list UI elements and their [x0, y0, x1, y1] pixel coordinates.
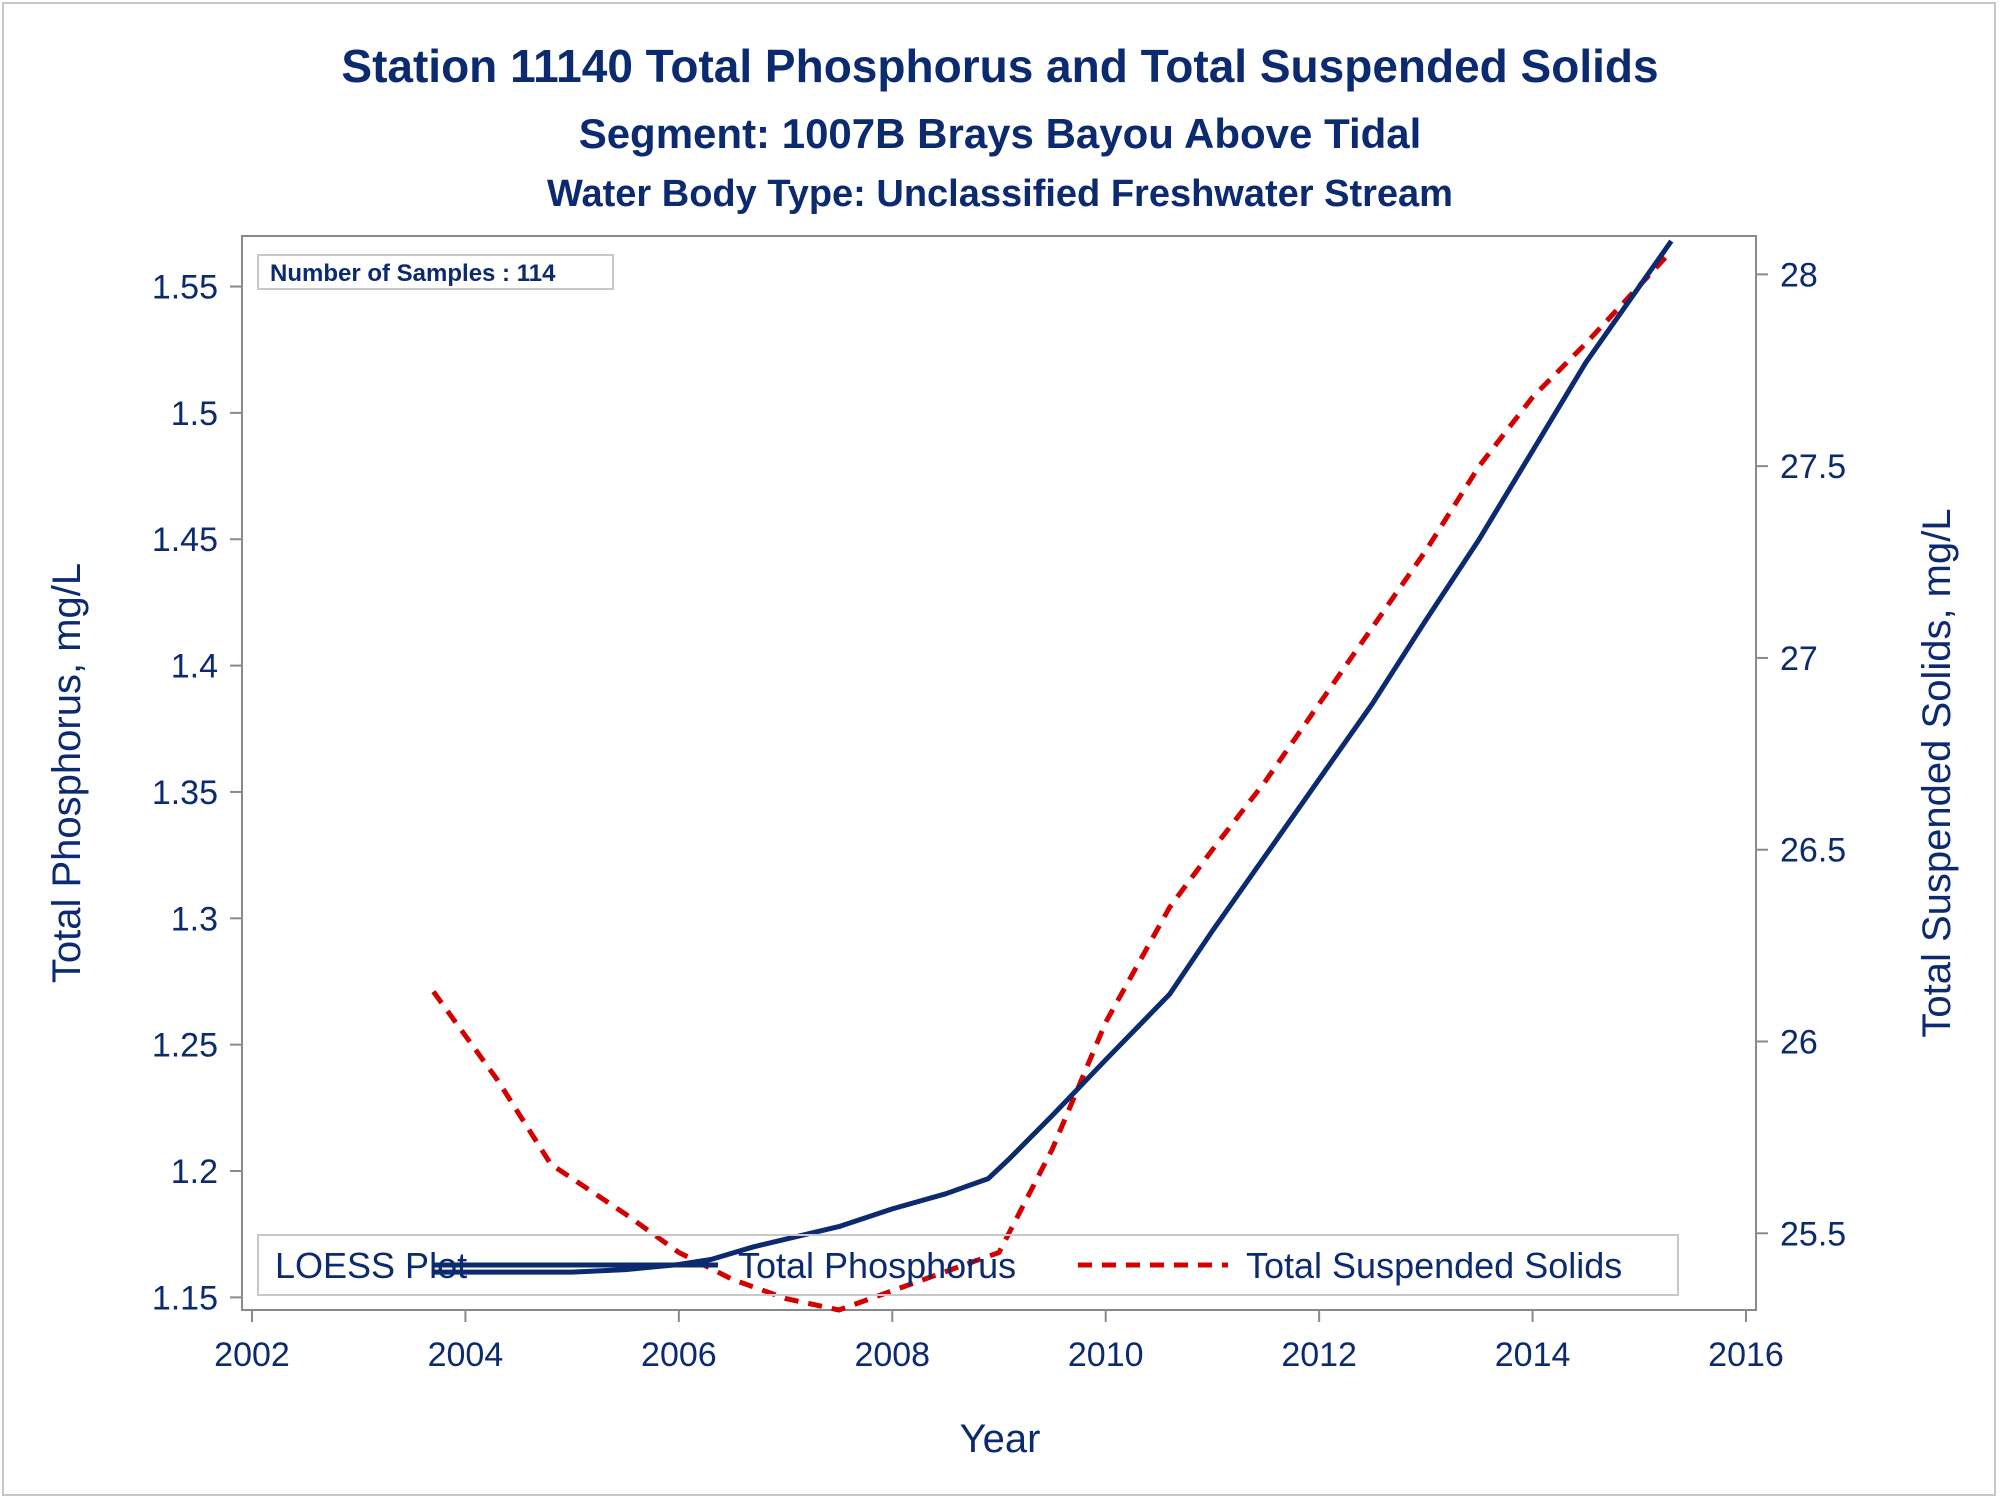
x-tick-label: 2002 [214, 1336, 290, 1374]
series-line-phosphorus [433, 239, 1674, 1275]
y-axis-left: 1.15 1.2 1.25 1.3 1.35 1.4 1.45 1.5 1.55 [152, 269, 242, 1317]
y-right-tick-label: 25.5 [1780, 1215, 1846, 1253]
y-right-tick-label: 26.5 [1780, 832, 1846, 870]
sample-count-inset: Number of Samples : 114 [257, 254, 614, 290]
y-left-tick-label: 1.25 [152, 1027, 218, 1065]
y-left-tick-label: 1.4 [171, 648, 218, 686]
x-tick-label: 2014 [1495, 1336, 1571, 1374]
plot-area [241, 235, 1757, 1311]
y-left-tick-label: 1.15 [152, 1279, 218, 1317]
y-axis-right-label: Total Suspended Solids, mg/L [1915, 508, 1959, 1037]
chart-subtitle: Segment: 1007B Brays Bayou Above Tidal [579, 110, 1422, 157]
series-line-tss [431, 249, 1674, 1313]
chart-title: Station 11140 Total Phosphorus and Total… [341, 40, 1658, 92]
y-right-tick-label: 27.5 [1780, 448, 1846, 486]
sample-count-box [257, 254, 614, 290]
y-right-tick-label: 26 [1780, 1024, 1818, 1062]
x-tick-label: 2006 [641, 1336, 717, 1374]
x-tick-label: 2004 [428, 1336, 504, 1374]
y-left-tick-label: 1.3 [171, 900, 218, 938]
y-left-tick-label: 1.55 [152, 269, 218, 307]
y-left-tick-label: 1.2 [171, 1153, 218, 1191]
legend: LOESS Plot Total Phosphorus Total Suspen… [257, 1234, 1679, 1296]
x-tick-label: 2010 [1068, 1336, 1144, 1374]
y-axis-right: 25.5 26 26.5 27 27.5 28 [1756, 256, 1846, 1253]
legend-label-phosphorus: Total Phosphorus [738, 1245, 1016, 1286]
y-left-tick-label: 1.35 [152, 774, 218, 812]
x-tick-label: 2008 [854, 1336, 930, 1374]
y-left-tick-label: 1.5 [171, 395, 218, 433]
y-right-tick-label: 28 [1780, 256, 1818, 294]
y-right-tick-label: 27 [1780, 640, 1818, 678]
x-axis: 2002 2004 2006 2008 2010 2012 2014 2016 [214, 1310, 1784, 1374]
legend-box [257, 1234, 1679, 1296]
x-tick-label: 2012 [1281, 1336, 1357, 1374]
sample-count-text: Number of Samples : 114 [270, 260, 556, 287]
chart-subtitle-2: Water Body Type: Unclassified Freshwater… [547, 173, 1453, 215]
y-left-tick-label: 1.45 [152, 521, 218, 559]
legend-label-tss: Total Suspended Solids [1246, 1245, 1622, 1286]
x-axis-label: Year [960, 1417, 1041, 1461]
y-axis-left-label: Total Phosphorus, mg/L [45, 563, 89, 983]
series-layer [431, 239, 1674, 1313]
x-tick-label: 2016 [1708, 1336, 1784, 1374]
